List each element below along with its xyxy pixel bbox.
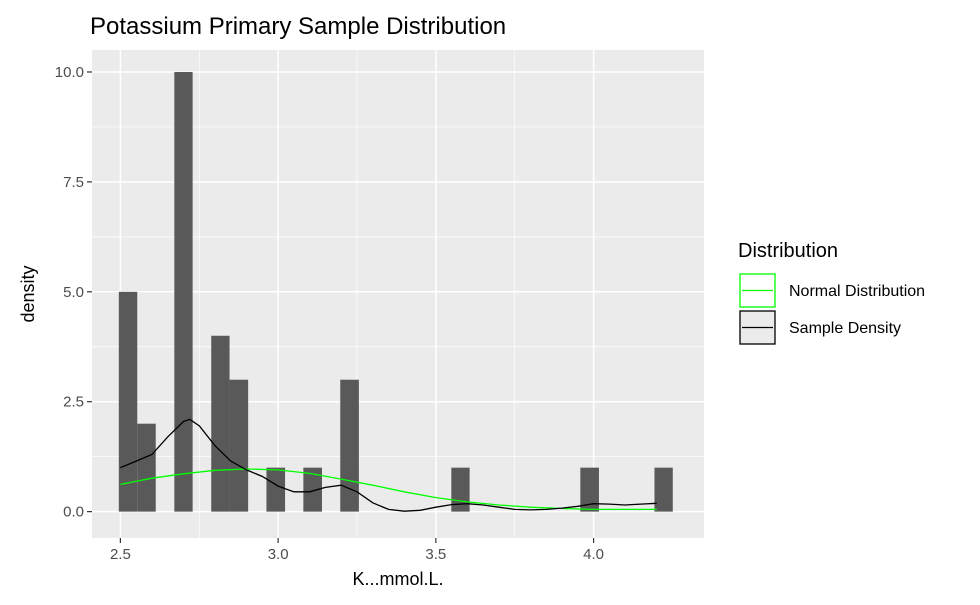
y-axis-title: density (18, 265, 38, 322)
histogram-bar (580, 467, 599, 512)
density-lines (120, 418, 657, 512)
histogram-bar (266, 467, 286, 512)
y-tick-label: 0.0 (63, 504, 84, 521)
legend-title: Distribution (738, 240, 838, 262)
legend: Distribution Normal Distribution Sample D… (738, 240, 925, 345)
histogram-bar (303, 467, 322, 512)
y-axis: 0.0 2.5 5.0 7.5 10.0 (55, 64, 92, 521)
x-axis-title: K...mmol.L. (352, 569, 443, 589)
histogram-bar (118, 291, 138, 512)
y-tick-label: 7.5 (63, 174, 84, 191)
x-axis: 2.5 3.0 3.5 4.0 (110, 538, 604, 563)
legend-label: Sample Density (789, 320, 901, 337)
y-tick-label: 2.5 (63, 394, 84, 411)
sample-density-line (120, 418, 657, 512)
x-tick-label: 4.0 (583, 546, 604, 563)
y-tick-label: 10.0 (55, 64, 84, 81)
histogram-bar (340, 379, 359, 512)
histogram-bar (211, 335, 230, 512)
histogram-bar (654, 467, 673, 512)
minor-gridlines (92, 50, 704, 538)
chart-title: Potassium Primary Sample Distribution (90, 13, 506, 40)
x-tick-label: 3.5 (425, 546, 446, 563)
x-tick-label: 3.0 (268, 546, 289, 563)
histogram-bar (229, 379, 249, 512)
normal-distribution-line (120, 468, 657, 511)
legend-label: Normal Distribution (789, 283, 925, 300)
x-tick-label: 2.5 (110, 546, 131, 563)
histogram-bar (137, 423, 156, 512)
histogram-bars (118, 71, 673, 512)
histogram-bar (174, 71, 193, 512)
major-gridlines (92, 50, 704, 538)
y-tick-label: 5.0 (63, 284, 84, 301)
